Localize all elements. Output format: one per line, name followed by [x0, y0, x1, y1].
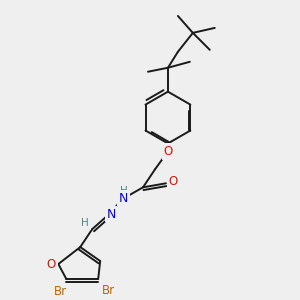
Text: H: H	[81, 218, 89, 228]
Text: N: N	[118, 192, 128, 205]
Text: O: O	[47, 257, 56, 271]
Text: Br: Br	[102, 284, 115, 297]
Text: N: N	[106, 208, 116, 221]
Text: H: H	[120, 186, 128, 196]
Text: O: O	[163, 145, 172, 158]
Text: O: O	[168, 175, 178, 188]
Text: Br: Br	[54, 285, 67, 298]
